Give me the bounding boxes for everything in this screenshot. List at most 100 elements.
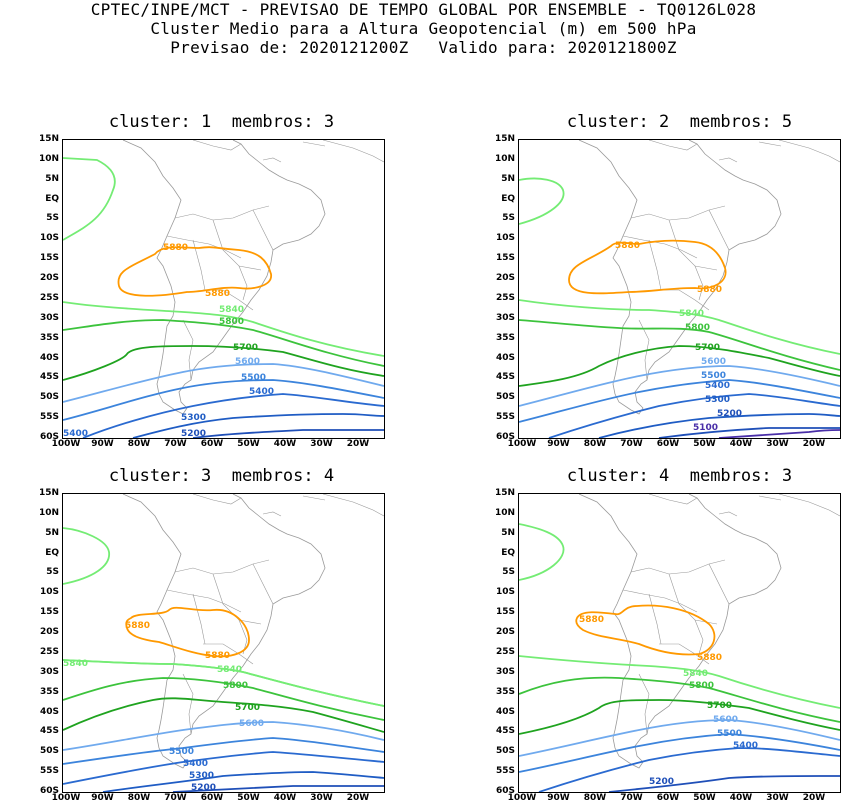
lat-label: 10N — [494, 153, 515, 164]
lat-label: 10S — [39, 587, 59, 598]
lat-label: 10N — [38, 507, 59, 518]
lat-label: 20S — [39, 273, 59, 284]
contour-5400 — [538, 747, 840, 792]
contour-label: 5400 — [705, 381, 730, 391]
contour-5300 — [598, 413, 840, 438]
contour-5880 — [117, 246, 272, 297]
lat-label: 40S — [39, 706, 59, 717]
country-border — [708, 209, 730, 251]
island-coast — [322, 140, 384, 163]
contour-5700 — [63, 697, 384, 733]
lat-label: 10S — [495, 233, 515, 244]
contour-5880 — [575, 604, 716, 656]
contour-label: 5880 — [579, 615, 604, 625]
contour-label: 5600 — [713, 715, 738, 725]
lat-label: 40S — [495, 352, 515, 363]
lon-label: 20W — [802, 439, 826, 449]
contour-label: 5700 — [233, 343, 258, 353]
country-border — [174, 205, 270, 221]
country-border — [203, 643, 254, 665]
coastline — [578, 494, 782, 769]
contour-5600 — [519, 365, 840, 407]
contour-5500 — [63, 737, 384, 765]
lon-label: 30W — [766, 439, 789, 449]
lat-label: 40S — [495, 706, 515, 717]
lat-label: 20S — [495, 627, 515, 638]
island-coast — [262, 157, 282, 163]
contour-label: 5200 — [191, 783, 216, 792]
lon-label: 40W — [729, 793, 753, 803]
lat-label: 35S — [495, 686, 515, 697]
lat-label: 45S — [39, 726, 59, 737]
contour-5840 — [63, 527, 110, 585]
lat-label: 20S — [495, 273, 515, 284]
lon-label: 90W — [91, 439, 114, 449]
contour-label: 5880 — [615, 241, 640, 251]
country-border — [174, 559, 270, 575]
coastline — [122, 140, 326, 415]
contour-label: 5600 — [235, 357, 260, 367]
contour-5300 — [132, 413, 384, 438]
lon-label: 100W — [507, 793, 537, 803]
island-coast — [718, 157, 738, 163]
contour-5800 — [519, 319, 840, 371]
contour-5700 — [519, 345, 840, 387]
contour-5880 — [125, 606, 250, 658]
lat-label: 5N — [501, 173, 515, 184]
panel-title-2: cluster: 2 membros: 5 — [566, 112, 793, 132]
contour-5840 — [519, 177, 565, 225]
lat-label: 15N — [38, 488, 59, 498]
lon-label: 70W — [164, 439, 187, 449]
lat-label: 50S — [39, 392, 59, 403]
map-panel-3: 5880 5880 5840 5840 5800 5700 5600 5500 5400 5300… — [62, 493, 385, 793]
lon-label: 50W — [237, 793, 260, 803]
country-border — [622, 235, 698, 259]
contour-label: 5880 — [125, 621, 150, 631]
lat-label: 20S — [39, 627, 59, 638]
contour-label: 5500 — [241, 373, 266, 383]
lat-label: 45S — [495, 726, 515, 737]
contour-label: 5840 — [683, 669, 708, 679]
contour-5600 — [63, 363, 384, 403]
lat-label: 25S — [495, 292, 515, 303]
country-border — [192, 239, 206, 291]
contour-label: 5840 — [679, 309, 704, 319]
contour-label: 5880 — [697, 285, 722, 295]
lat-label: 60S — [39, 786, 59, 796]
lon-label: 20W — [802, 793, 826, 803]
lat-label: 5S — [502, 567, 515, 578]
contour-label: 5300 — [705, 395, 730, 405]
lat-label: 30S — [39, 666, 59, 677]
lon-label: 100W — [51, 793, 81, 803]
lon-label: 30W — [766, 793, 789, 803]
lat-label: 5N — [45, 527, 59, 538]
contour-label: 5200 — [717, 409, 742, 419]
lat-label: 15S — [495, 607, 515, 618]
island-coast — [648, 494, 698, 505]
country-border — [694, 619, 704, 655]
lon-label: 70W — [620, 439, 643, 449]
contour-5840 — [63, 157, 116, 241]
country-border — [708, 563, 730, 605]
contour-5880 — [568, 239, 727, 295]
contour-label: 5840 — [219, 305, 244, 315]
contour-5600 — [519, 719, 840, 757]
lon-label: 60W — [656, 439, 680, 449]
contour-label: 5800 — [689, 681, 714, 691]
lon-label: 20W — [346, 439, 370, 449]
lat-label: 35S — [39, 686, 59, 697]
lon-label: 20W — [346, 793, 370, 803]
lon-label: 50W — [693, 793, 716, 803]
coastline — [122, 494, 326, 769]
contour-label: 5840 — [63, 659, 88, 669]
lon-label: 60W — [200, 793, 224, 803]
contour-label: 5400 — [733, 741, 758, 751]
contour-label: 5500 — [701, 371, 726, 381]
lat-label: 30S — [495, 312, 515, 323]
lon-label: 80W — [127, 793, 151, 803]
contour-5700 — [63, 345, 384, 381]
lat-label: 35S — [39, 332, 59, 343]
contour-5840 — [63, 301, 384, 357]
contour-label: 5400 — [183, 759, 208, 769]
island-coast — [758, 495, 782, 501]
